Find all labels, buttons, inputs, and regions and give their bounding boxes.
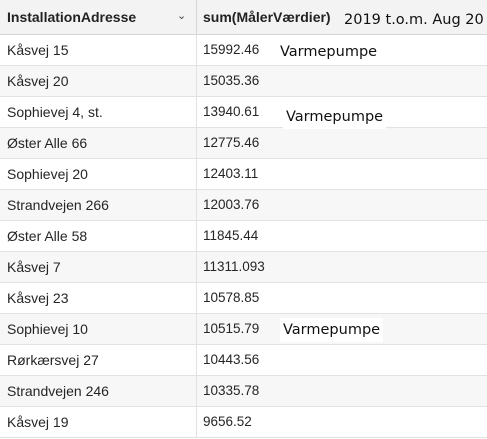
table-body: Kåsvej 15 15992.46 Kåsvej 20 15035.36 So… bbox=[0, 35, 487, 438]
period-annotation: 2019 t.o.m. Aug 20 bbox=[344, 12, 484, 28]
value-cell: 11311.093 bbox=[203, 259, 265, 274]
address-cell: Kåsvej 23 bbox=[0, 283, 197, 313]
column-header-label: sum(MålerVærdier) bbox=[203, 9, 331, 25]
value-cell: 12775.46 bbox=[203, 135, 260, 150]
value-cell: 13940.61 bbox=[203, 104, 260, 119]
address-cell: Strandvejen 246 bbox=[0, 376, 197, 406]
value-cell: 10578.85 bbox=[203, 290, 260, 305]
heat-pump-annotation: Varmepumpe bbox=[283, 105, 387, 129]
table-header: InstallationAdresse ⌄ sum(MålerVærdier) … bbox=[0, 0, 487, 35]
address-cell: Kåsvej 15 bbox=[0, 35, 197, 65]
address-cell: Strandvejen 266 bbox=[0, 190, 197, 220]
table-row[interactable]: Kåsvej 15 15992.46 bbox=[0, 35, 487, 66]
table-row[interactable]: Kåsvej 23 10578.85 bbox=[0, 283, 487, 314]
value-cell: 15992.46 bbox=[203, 42, 260, 57]
table-row[interactable]: Øster Alle 58 11845.44 bbox=[0, 221, 487, 252]
table-row[interactable]: Kåsvej 19 9656.52 bbox=[0, 407, 487, 438]
value-cell: 12003.76 bbox=[203, 197, 260, 212]
chevron-down-icon[interactable]: ⌄ bbox=[177, 10, 187, 22]
address-cell: Kåsvej 19 bbox=[0, 407, 197, 437]
address-cell: Sophievej 10 bbox=[0, 314, 197, 344]
table-row[interactable]: Rørkærsvej 27 10443.56 bbox=[0, 345, 487, 376]
table-row[interactable]: Strandvejen 246 10335.78 bbox=[0, 376, 487, 407]
value-cell: 11845.44 bbox=[203, 228, 259, 243]
address-cell: Sophievej 20 bbox=[0, 159, 197, 189]
value-cell: 10443.56 bbox=[203, 352, 260, 367]
value-cell: 10515.79 bbox=[203, 321, 260, 336]
value-cell: 15035.36 bbox=[203, 73, 260, 88]
address-cell: Rørkærsvej 27 bbox=[0, 345, 197, 375]
table-row[interactable]: Strandvejen 266 12003.76 bbox=[0, 190, 487, 221]
address-cell: Kåsvej 20 bbox=[0, 66, 197, 96]
column-header-installation-address[interactable]: InstallationAdresse bbox=[0, 0, 197, 35]
table-row[interactable]: Kåsvej 7 11311.093 bbox=[0, 252, 487, 283]
column-header-label: InstallationAdresse bbox=[7, 9, 137, 25]
table-row[interactable]: Øster Alle 66 12775.46 bbox=[0, 128, 487, 159]
value-cell: 10335.78 bbox=[203, 383, 260, 398]
value-cell: 12403.11 bbox=[203, 166, 259, 181]
heat-pump-annotation: Varmepumpe bbox=[277, 40, 381, 64]
heat-pump-annotation: Varmepumpe bbox=[280, 318, 384, 342]
address-cell: Øster Alle 58 bbox=[0, 221, 197, 251]
value-cell: 9656.52 bbox=[203, 414, 252, 429]
table-row[interactable]: Sophievej 4, st. 13940.61 bbox=[0, 97, 487, 128]
address-cell: Øster Alle 66 bbox=[0, 128, 197, 158]
address-cell: Sophievej 4, st. bbox=[0, 97, 197, 127]
table-row[interactable]: Sophievej 10 10515.79 bbox=[0, 314, 487, 345]
column-header-sum-values[interactable]: sum(MålerVærdier) bbox=[197, 0, 487, 35]
address-cell: Kåsvej 7 bbox=[0, 252, 197, 282]
table-row[interactable]: Sophievej 20 12403.11 bbox=[0, 159, 487, 190]
table-row[interactable]: Kåsvej 20 15035.36 bbox=[0, 66, 487, 97]
